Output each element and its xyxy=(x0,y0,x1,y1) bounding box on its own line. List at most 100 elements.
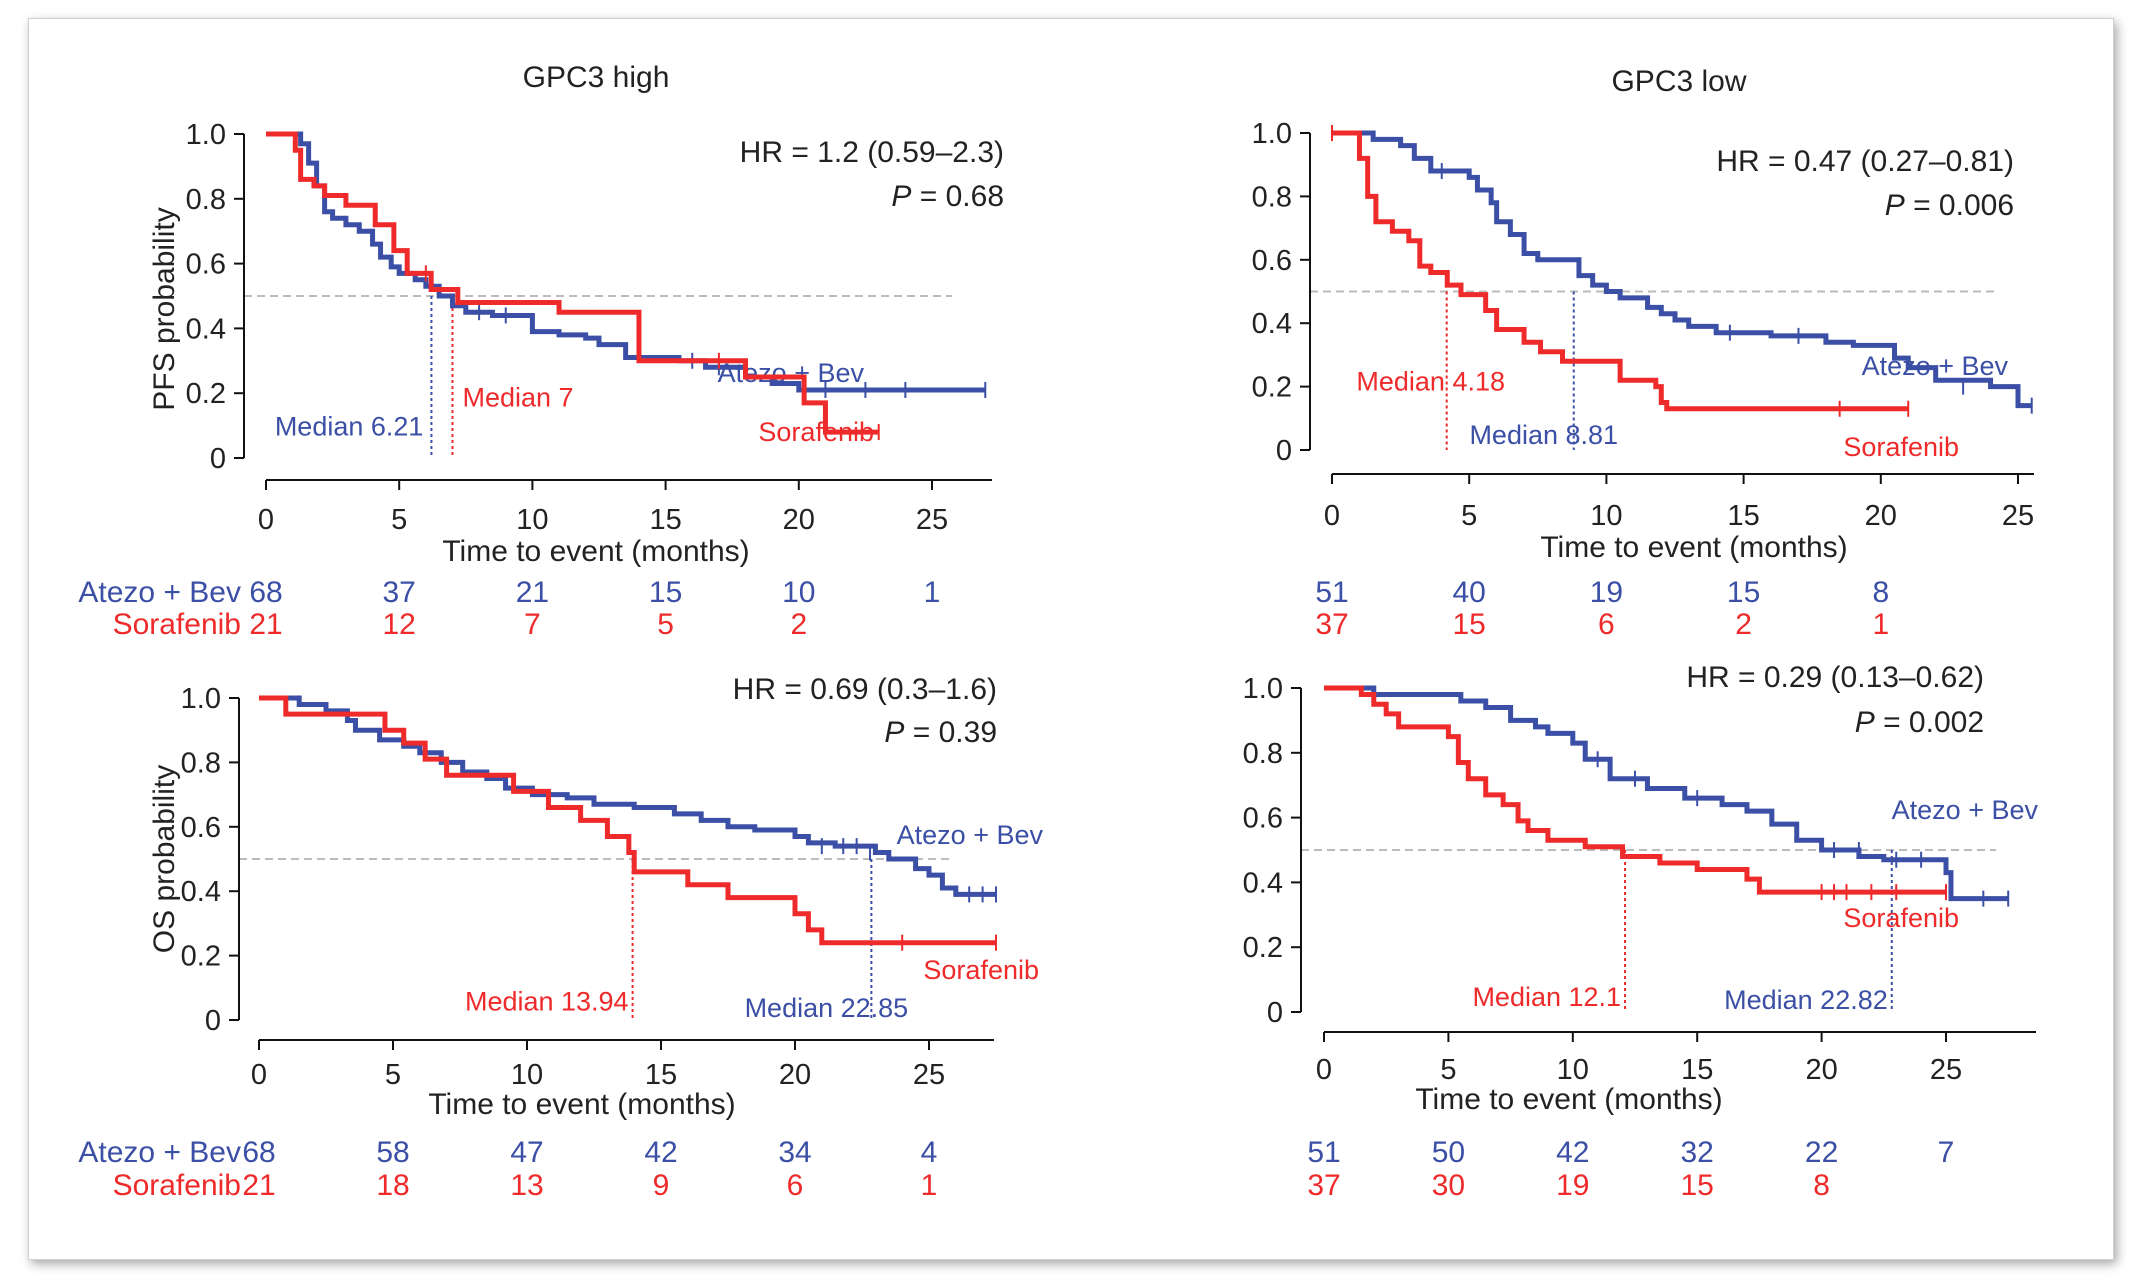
y-tick-label: 1.0 xyxy=(186,119,226,151)
x-tick-label: 20 xyxy=(783,504,815,536)
risk-number-atezo: 22 xyxy=(1805,1136,1838,1169)
risk-number-sora: 13 xyxy=(510,1169,543,1202)
risk-number-sora: 21 xyxy=(249,608,282,641)
median-label-sora: Median 12.1 xyxy=(1472,982,1621,1012)
figure-frame: GPC3 high PFS probability HR = 1.2 (0.59… xyxy=(28,18,2114,1260)
x-axis-label: Time to event (months) xyxy=(428,1088,735,1121)
p-label: P xyxy=(884,716,904,749)
risk-number-sora: 9 xyxy=(653,1169,670,1202)
p-value-text: P = 0.39 xyxy=(884,716,997,749)
y-tick-label: 0.8 xyxy=(186,184,226,216)
risk-row-label-atezo: Atezo + Bev xyxy=(78,1136,241,1169)
series-label-sora: Sorafenib xyxy=(923,955,1039,985)
risk-number-atezo: 7 xyxy=(1938,1136,1955,1169)
risk-number-sora: 6 xyxy=(787,1169,804,1202)
x-tick-label: 10 xyxy=(1557,1054,1589,1086)
x-tick-label: 5 xyxy=(1440,1054,1456,1086)
x-axis-label: Time to event (months) xyxy=(1540,531,1847,564)
y-tick-label: 0.4 xyxy=(1252,308,1292,340)
y-tick-label: 0.6 xyxy=(186,249,226,281)
y-tick-label: 0.2 xyxy=(186,378,226,410)
km-curve-atezo xyxy=(1332,130,2032,409)
risk-number-atezo: 19 xyxy=(1590,576,1623,609)
risk-number-atezo: 58 xyxy=(376,1136,409,1169)
panel-os-high: OS probability HR = 0.69 (0.3–1.6) P = 0… xyxy=(78,673,997,1202)
risk-number-atezo: 42 xyxy=(644,1136,677,1169)
km-curve-atezo xyxy=(259,695,996,897)
risk-number-atezo: 21 xyxy=(516,576,549,609)
risk-number-sora: 15 xyxy=(1453,608,1486,641)
y-tick-label: 0 xyxy=(1267,997,1283,1029)
km-curve-sora xyxy=(266,131,879,435)
series-label-sora: Sorafenib xyxy=(1843,432,1959,462)
p-label: P xyxy=(891,180,911,213)
p-value-text: P = 0.002 xyxy=(1855,706,1984,739)
risk-number-atezo: 51 xyxy=(1307,1136,1340,1169)
km-curve-sora xyxy=(1332,130,1909,412)
x-tick-label: 25 xyxy=(1930,1054,1962,1086)
risk-number-atezo: 68 xyxy=(242,1136,275,1169)
y-axis-label: OS probability xyxy=(148,765,181,953)
hr-text: HR = 1.2 (0.59–2.3) xyxy=(740,136,1004,169)
x-tick-label: 5 xyxy=(391,504,407,536)
risk-number-atezo: 47 xyxy=(510,1136,543,1169)
risk-row-label-atezo: Atezo + Bev xyxy=(78,576,241,609)
x-tick-label: 0 xyxy=(1316,1054,1332,1086)
y-axis-label: PFS probability xyxy=(148,207,181,410)
y-tick-label: 0.8 xyxy=(181,747,221,779)
risk-number-atezo: 32 xyxy=(1681,1136,1714,1169)
series-label-atezo: Atezo + Bev xyxy=(1862,351,2009,381)
x-tick-label: 5 xyxy=(1461,500,1477,532)
risk-number-sora: 8 xyxy=(1813,1169,1830,1202)
x-tick-label: 25 xyxy=(916,504,948,536)
risk-number-atezo: 51 xyxy=(1315,576,1348,609)
x-tick-label: 0 xyxy=(258,504,274,536)
y-tick-label: 0 xyxy=(210,443,226,475)
risk-number-atezo: 34 xyxy=(778,1136,811,1169)
km-figure: GPC3 high PFS probability HR = 1.2 (0.59… xyxy=(78,61,2039,1202)
series-label-atezo: Atezo + Bev xyxy=(1892,795,2039,825)
y-tick-label: 0.2 xyxy=(1243,932,1283,964)
x-axis-label: Time to event (months) xyxy=(442,535,749,568)
y-tick-label: 0 xyxy=(1276,435,1292,467)
risk-number-atezo: 37 xyxy=(383,576,416,609)
panel-title: GPC3 high xyxy=(523,61,670,94)
panel-pfs-high: GPC3 high PFS probability HR = 1.2 (0.59… xyxy=(78,61,1004,641)
risk-number-sora: 12 xyxy=(383,608,416,641)
panel-os-low: HR = 0.29 (0.13–0.62) P = 0.002 Time to … xyxy=(1415,661,1984,1116)
km-curve-atezo xyxy=(266,131,986,393)
km-curve-sora xyxy=(1324,685,1946,895)
risk-number-atezo: 4 xyxy=(921,1136,938,1169)
risk-number-atezo: 15 xyxy=(649,576,682,609)
plot-os-high: 0 0.2 0.4 0.6 0.8 1.0 0 5 10 15 20 25 Median 13.94 Me… xyxy=(181,683,1044,1202)
plot-pfs-low: 0 0.2 0.4 0.6 0.8 1.0 0 5 10 15 20 25 Median 4.18 Med… xyxy=(1252,118,2034,641)
risk-number-sora: 2 xyxy=(790,608,807,641)
risk-number-sora: 18 xyxy=(376,1169,409,1202)
x-tick-label: 0 xyxy=(251,1059,267,1091)
panel-pfs-low: GPC3 low HR = 0.47 (0.27–0.81) P = 0.006… xyxy=(1540,65,2014,564)
x-tick-label: 20 xyxy=(1865,500,1897,532)
median-label-atezo: Median 22.85 xyxy=(745,993,909,1023)
risk-number-atezo: 10 xyxy=(782,576,815,609)
risk-number-sora: 2 xyxy=(1735,608,1752,641)
x-tick-label: 15 xyxy=(649,504,681,536)
y-tick-label: 0.8 xyxy=(1243,738,1283,770)
x-tick-label: 25 xyxy=(913,1059,945,1091)
y-tick-label: 0.2 xyxy=(181,941,221,973)
x-tick-label: 15 xyxy=(1681,1054,1713,1086)
hr-text: HR = 0.47 (0.27–0.81) xyxy=(1716,145,2014,178)
median-label-sora: Median 13.94 xyxy=(465,987,629,1017)
risk-number-sora: 21 xyxy=(242,1169,275,1202)
y-tick-label: 0.4 xyxy=(1243,867,1283,899)
hr-text: HR = 0.69 (0.3–1.6) xyxy=(733,673,997,706)
risk-number-sora: 7 xyxy=(524,608,541,641)
p-value: = 0.006 xyxy=(1905,189,2014,222)
x-tick-label: 20 xyxy=(1805,1054,1837,1086)
panel-title: GPC3 low xyxy=(1611,65,1746,98)
y-tick-label: 0.2 xyxy=(1252,372,1292,404)
plot-os-low: 0 0.2 0.4 0.6 0.8 1.0 0 5 10 15 20 25 Median 12.1 Med… xyxy=(1243,673,2039,1202)
risk-number-sora: 5 xyxy=(657,608,674,641)
median-label-sora: Median 7 xyxy=(462,382,573,412)
